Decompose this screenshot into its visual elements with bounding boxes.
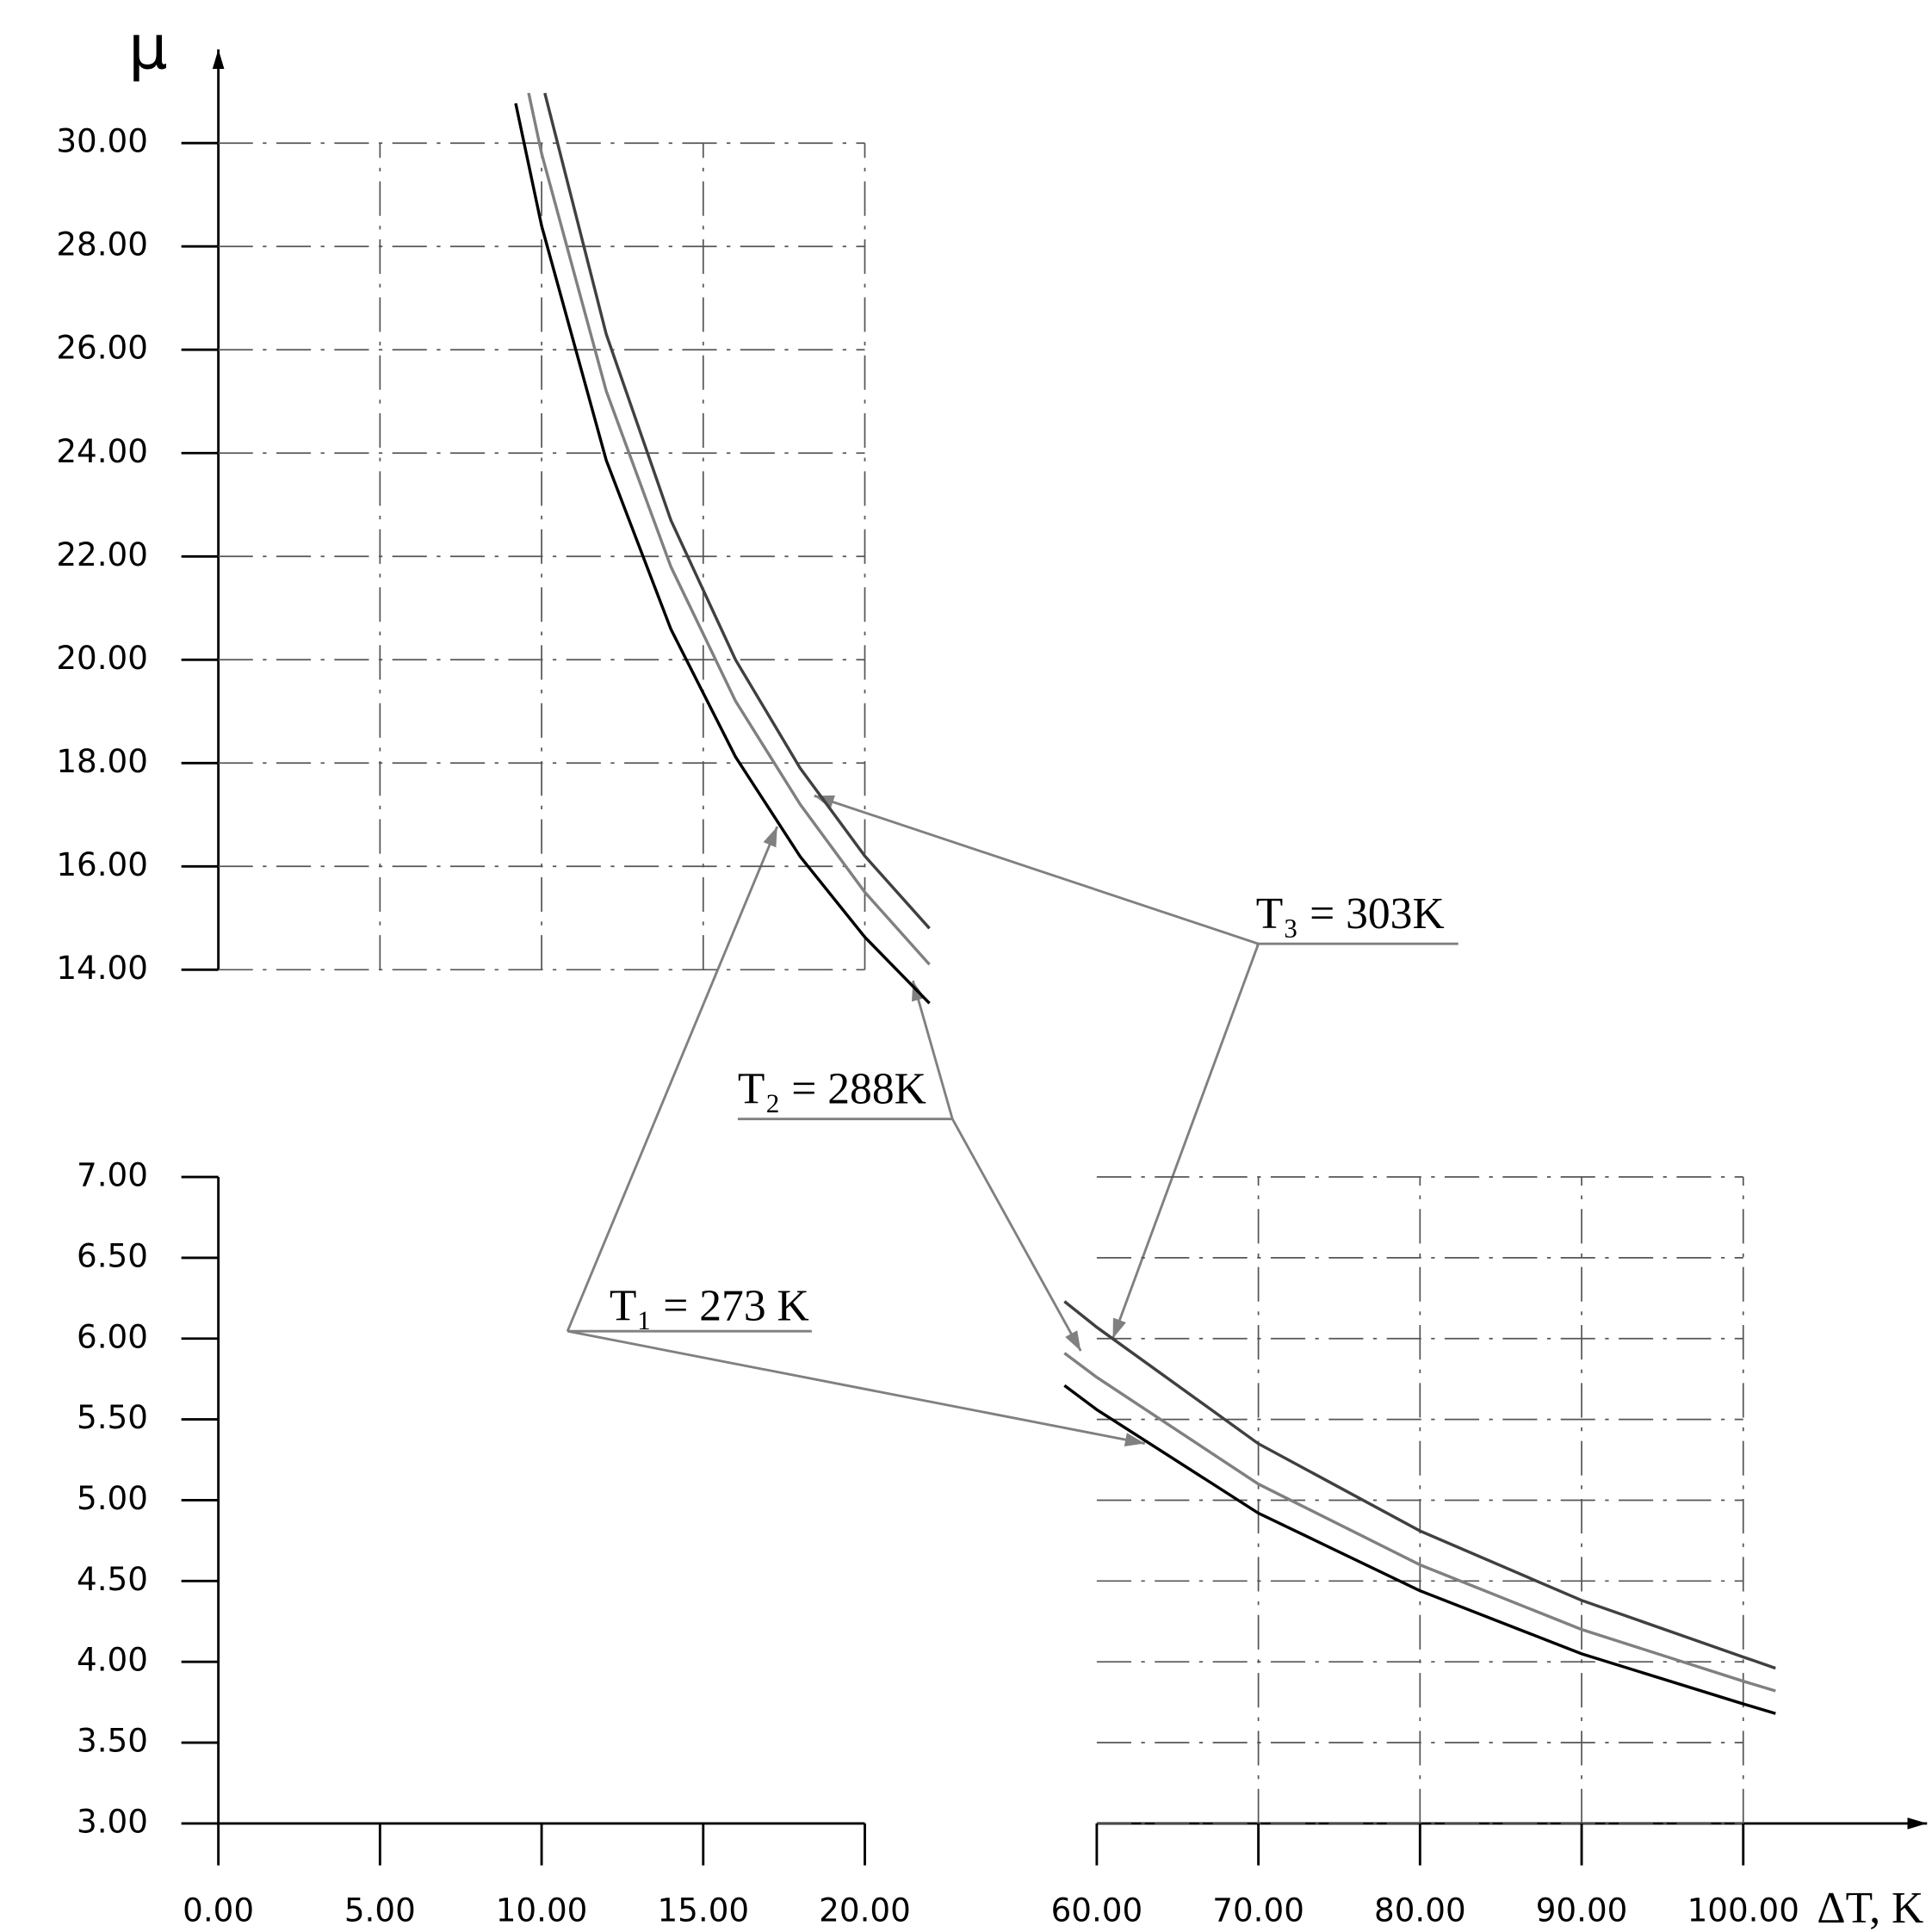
x-tick-label: 90.00 bbox=[1536, 1892, 1628, 1929]
y-tick-label: 5.00 bbox=[77, 1479, 148, 1517]
y-tick-label: 30.00 bbox=[56, 122, 148, 160]
y-tick-label: 14.00 bbox=[56, 949, 148, 987]
y-axis-label: μ bbox=[128, 12, 168, 84]
x-tick-label: 0.00 bbox=[183, 1892, 254, 1929]
x-tick-label: 10.00 bbox=[496, 1892, 588, 1929]
series-line bbox=[1063, 1384, 1776, 1715]
y-tick-label: 24.00 bbox=[56, 432, 148, 470]
series-line bbox=[543, 92, 931, 930]
y-tick-label: 22.00 bbox=[56, 536, 148, 573]
leader bbox=[566, 826, 779, 1332]
y-tick-label: 4.00 bbox=[77, 1641, 148, 1679]
series-line bbox=[1063, 1352, 1776, 1693]
leader bbox=[567, 1329, 1146, 1447]
series-line bbox=[1063, 1300, 1776, 1670]
x-tick-label: 100.00 bbox=[1687, 1892, 1799, 1929]
series-label: T₃ = 303K bbox=[1256, 889, 1445, 938]
x-tick-label: 80.00 bbox=[1374, 1892, 1466, 1929]
x-tick-label: 5.00 bbox=[344, 1892, 416, 1929]
x-tick-label: 70.00 bbox=[1212, 1892, 1304, 1929]
y-tick-label: 18.00 bbox=[56, 742, 148, 780]
y-tick-label: 28.00 bbox=[56, 226, 148, 263]
leader bbox=[1112, 943, 1260, 1340]
x-tick-label: 60.00 bbox=[1051, 1892, 1143, 1929]
y-tick-label: 5.50 bbox=[77, 1398, 148, 1436]
leader bbox=[814, 794, 1260, 945]
y-tick-label: 6.50 bbox=[77, 1236, 148, 1274]
y-tick-label: 7.00 bbox=[77, 1156, 148, 1194]
y-tick-label: 3.50 bbox=[77, 1722, 148, 1760]
series-label: T₂ = 288K bbox=[738, 1064, 926, 1113]
y-tick-label: 3.00 bbox=[77, 1802, 148, 1840]
series-line bbox=[527, 92, 931, 966]
x-tick-label: 20.00 bbox=[819, 1892, 911, 1929]
y-tick-label: 6.00 bbox=[77, 1317, 148, 1355]
y-tick-label: 20.00 bbox=[56, 639, 148, 677]
y-tick-label: 16.00 bbox=[56, 845, 148, 883]
y-tick-label: 26.00 bbox=[56, 329, 148, 367]
series-label: T₁ = 273 K bbox=[610, 1282, 809, 1331]
x-axis-label: ΔT, K bbox=[1817, 1884, 1923, 1932]
x-tick-label: 15.00 bbox=[657, 1892, 749, 1929]
leader bbox=[911, 980, 954, 1120]
y-tick-label: 4.50 bbox=[77, 1560, 148, 1598]
series-line bbox=[514, 102, 931, 1005]
leader bbox=[951, 1118, 1082, 1352]
